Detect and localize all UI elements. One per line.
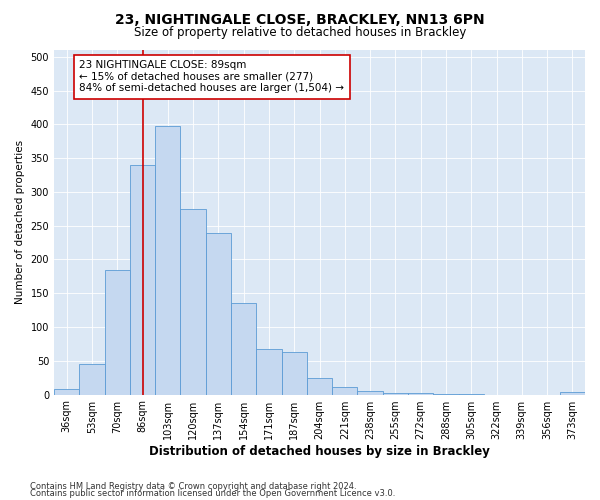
Bar xyxy=(281,352,307,395)
Bar xyxy=(181,209,206,394)
Text: 23, NIGHTINGALE CLOSE, BRACKLEY, NN13 6PN: 23, NIGHTINGALE CLOSE, BRACKLEY, NN13 6P… xyxy=(115,12,485,26)
Bar xyxy=(231,304,256,394)
Bar xyxy=(358,391,383,394)
X-axis label: Distribution of detached houses by size in Brackley: Distribution of detached houses by size … xyxy=(149,444,490,458)
Bar xyxy=(155,126,181,394)
Text: Size of property relative to detached houses in Brackley: Size of property relative to detached ho… xyxy=(134,26,466,39)
Bar xyxy=(332,387,358,394)
Bar xyxy=(408,393,433,394)
Text: Contains HM Land Registry data © Crown copyright and database right 2024.: Contains HM Land Registry data © Crown c… xyxy=(30,482,356,491)
Text: 23 NIGHTINGALE CLOSE: 89sqm
← 15% of detached houses are smaller (277)
84% of se: 23 NIGHTINGALE CLOSE: 89sqm ← 15% of det… xyxy=(79,60,344,94)
Bar xyxy=(307,378,332,394)
Text: Contains public sector information licensed under the Open Government Licence v3: Contains public sector information licen… xyxy=(30,489,395,498)
Y-axis label: Number of detached properties: Number of detached properties xyxy=(15,140,25,304)
Bar xyxy=(79,364,104,394)
Bar xyxy=(54,389,79,394)
Bar xyxy=(560,392,585,394)
Bar xyxy=(104,270,130,394)
Bar xyxy=(206,233,231,394)
Bar xyxy=(256,348,281,395)
Bar xyxy=(130,165,155,394)
Bar xyxy=(383,392,408,394)
